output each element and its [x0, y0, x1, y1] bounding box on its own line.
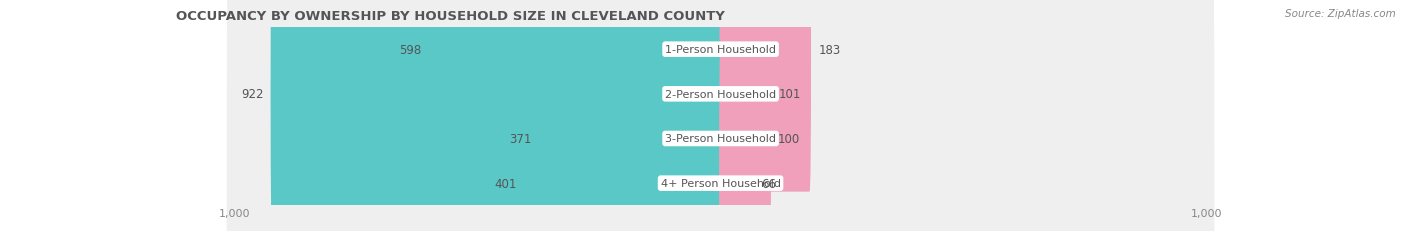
FancyBboxPatch shape: [718, 0, 811, 192]
FancyBboxPatch shape: [524, 42, 723, 231]
FancyBboxPatch shape: [225, 0, 1216, 231]
FancyBboxPatch shape: [225, 0, 1216, 231]
Text: 598: 598: [399, 43, 420, 56]
Text: 101: 101: [779, 88, 801, 101]
Text: 66: 66: [762, 177, 776, 190]
FancyBboxPatch shape: [718, 42, 754, 231]
FancyBboxPatch shape: [429, 0, 723, 192]
FancyBboxPatch shape: [538, 0, 723, 231]
Text: 922: 922: [240, 88, 263, 101]
Text: 1-Person Household: 1-Person Household: [665, 45, 776, 55]
Text: Source: ZipAtlas.com: Source: ZipAtlas.com: [1285, 9, 1396, 19]
FancyBboxPatch shape: [718, 0, 770, 231]
Text: 4+ Person Household: 4+ Person Household: [661, 178, 780, 188]
Text: 3-Person Household: 3-Person Household: [665, 134, 776, 144]
FancyBboxPatch shape: [270, 0, 723, 231]
Text: 100: 100: [778, 132, 800, 145]
Text: 183: 183: [818, 43, 841, 56]
FancyBboxPatch shape: [718, 0, 770, 231]
FancyBboxPatch shape: [225, 0, 1216, 231]
Text: 371: 371: [509, 132, 531, 145]
Text: 2-Person Household: 2-Person Household: [665, 89, 776, 99]
Text: OCCUPANCY BY OWNERSHIP BY HOUSEHOLD SIZE IN CLEVELAND COUNTY: OCCUPANCY BY OWNERSHIP BY HOUSEHOLD SIZE…: [176, 9, 724, 22]
Text: 401: 401: [495, 177, 517, 190]
FancyBboxPatch shape: [225, 0, 1216, 231]
